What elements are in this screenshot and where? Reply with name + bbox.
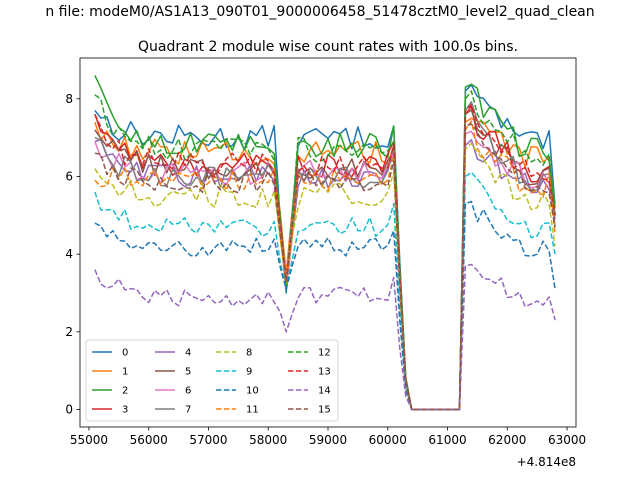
legend-label-3: 3 — [122, 405, 128, 416]
x-tick-label: 59000 — [309, 433, 347, 447]
legend-label-14: 14 — [318, 386, 331, 397]
legend-label-6: 6 — [185, 386, 191, 397]
series-line-12 — [94, 90, 556, 411]
legend-label-15: 15 — [318, 405, 331, 416]
x-axis: 55000 56000 57000 58000 59000 60000 61000 62000… — [70, 427, 586, 447]
series-layer — [94, 75, 556, 411]
series-line-11 — [94, 120, 556, 411]
series-line-8 — [94, 142, 556, 411]
y-tick-label: 2 — [65, 325, 73, 339]
legend-label-1: 1 — [122, 367, 128, 378]
y-tick-label: 0 — [65, 403, 73, 417]
x-offset-label: +4.814e8 — [517, 455, 576, 469]
legend-label-9: 9 — [246, 367, 252, 378]
figure-suptitle: n file: modeM0/AS1A13_090T01_9000006458_… — [45, 4, 594, 20]
legend-label-10: 10 — [246, 386, 259, 397]
x-tick-label: 61000 — [428, 433, 466, 447]
y-tick-label: 6 — [65, 169, 73, 183]
series-line-13 — [94, 103, 556, 411]
x-tick-label: 63000 — [548, 433, 586, 447]
series-line-5 — [94, 109, 556, 411]
series-line-14 — [94, 263, 556, 411]
legend-label-5: 5 — [185, 367, 191, 378]
legend-label-7: 7 — [185, 405, 191, 416]
series-line-15 — [94, 123, 556, 411]
legend-label-0: 0 — [122, 348, 128, 359]
series-line-10 — [94, 200, 556, 411]
legend-label-13: 13 — [318, 367, 331, 378]
legend-label-8: 8 — [246, 348, 252, 359]
series-line-6 — [94, 130, 556, 411]
series-line-0 — [94, 84, 556, 411]
chart-title: Quadrant 2 module wise count rates with … — [138, 39, 518, 55]
x-tick-label: 55000 — [70, 433, 108, 447]
series-line-2 — [94, 75, 556, 411]
legend-frame — [85, 339, 339, 422]
x-tick-label: 57000 — [189, 433, 227, 447]
x-tick-label: 60000 — [369, 433, 407, 447]
y-axis: 0 2 4 6 8 — [65, 92, 80, 417]
legend-label-12: 12 — [318, 348, 331, 359]
series-line-9 — [94, 171, 556, 411]
x-tick-label: 62000 — [488, 433, 526, 447]
legend-label-2: 2 — [122, 386, 128, 397]
x-tick-label: 58000 — [249, 433, 287, 447]
x-tick-label: 56000 — [130, 433, 168, 447]
legend-label-11: 11 — [246, 405, 259, 416]
y-tick-label: 8 — [65, 92, 73, 106]
series-line-7 — [94, 101, 556, 411]
y-tick-label: 4 — [65, 247, 73, 261]
legend-label-4: 4 — [185, 348, 191, 359]
